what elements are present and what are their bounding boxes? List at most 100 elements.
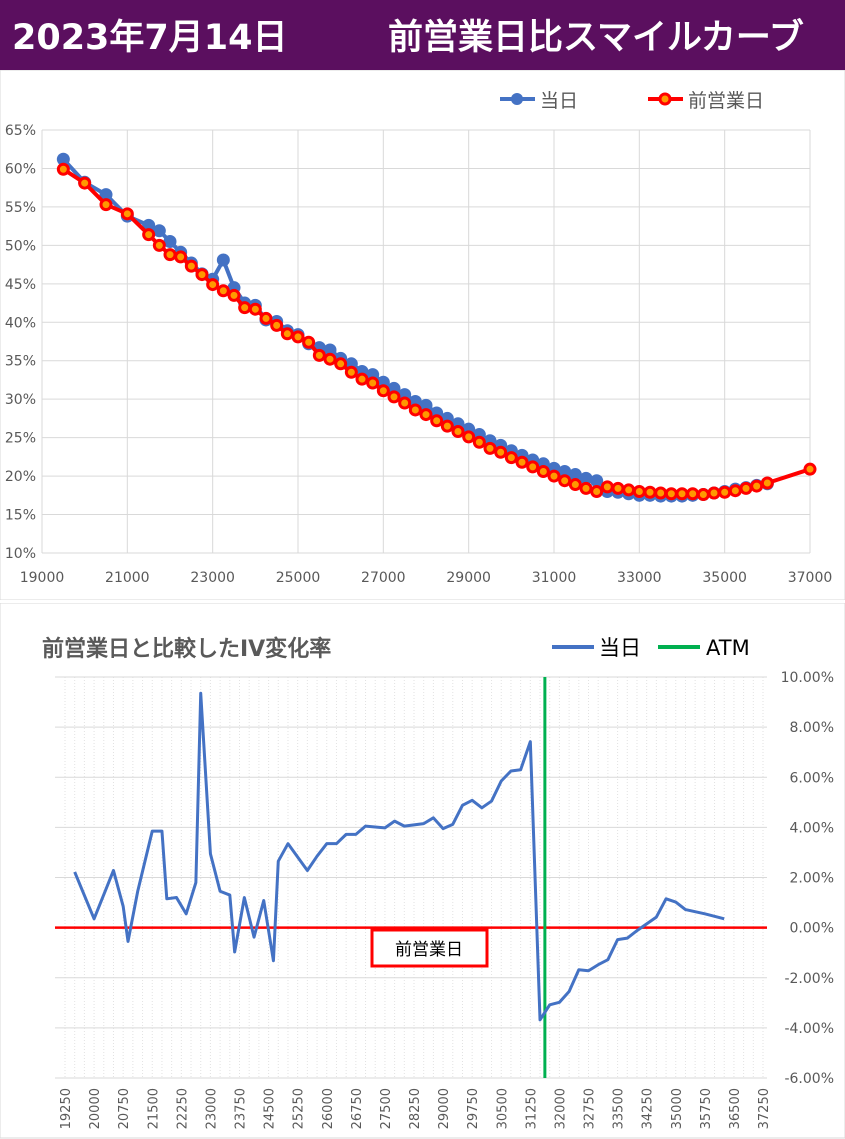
y-tick-label: 35% [5,354,36,370]
data-point-previous [568,478,582,492]
chart-title: 前営業日と比較したIV変化率 [42,636,331,662]
x-tick-label: 37000 [788,570,833,586]
y-tick-label: 2.00% [790,871,834,887]
legend: 当日 前営業日 [500,90,764,112]
data-point-previous [291,330,305,344]
data-point-previous [654,486,668,500]
data-point-today [152,224,166,238]
data-point-previous [494,445,508,459]
y-tick-label: 8.00% [790,720,834,736]
data-point-previous [99,198,113,212]
data-point-previous [366,376,380,390]
x-tick-label: 21500 [146,1088,161,1129]
y-tick-label: 55% [5,200,36,216]
data-point-previous [504,451,518,465]
data-point-previous [675,487,689,501]
x-tick-label: 23000 [190,570,235,586]
data-point-previous [312,348,326,362]
x-tick-label: 31250 [524,1088,539,1129]
data-point-today [163,235,177,249]
x-tick-label: 35000 [670,1088,685,1129]
legend-label-atm: ATM [706,636,750,660]
x-tick-label: 29000 [437,1088,452,1129]
data-point-previous [355,372,369,386]
data-point-previous [611,481,625,495]
x-tick-label: 25250 [292,1088,307,1129]
x-tick-label: 33000 [617,570,662,586]
data-point-previous [728,484,742,498]
data-point-previous [152,238,166,252]
previous-day-label-text: 前営業日 [395,940,463,960]
data-point-today [99,188,113,202]
data-point-previous [686,487,700,501]
data-point-previous [707,486,721,500]
chart-area [0,70,845,600]
x-tick-label: 20750 [117,1088,132,1129]
x-tick-label: 27500 [379,1088,394,1129]
legend-label-previous: 前営業日 [688,90,764,112]
data-point-previous [600,480,614,494]
data-point-previous [142,228,156,242]
data-point-previous [750,479,764,493]
previous-day-label: 前営業日 [370,928,489,968]
x-tick-label: 36500 [728,1088,743,1129]
legend-marker-today [511,93,523,105]
x-tick-label: 25000 [276,570,321,586]
series-line-today [73,691,725,1022]
data-point-previous [184,259,198,273]
x-tick-label: 23000 [204,1088,219,1129]
data-point-previous [387,390,401,404]
data-point-previous [440,419,454,433]
y-tick-label: 25% [5,431,36,447]
x-tick-label: 31000 [532,570,577,586]
x-tick-label: 21000 [105,570,150,586]
data-point-today [216,253,230,267]
y-tick-label: 40% [5,315,36,331]
data-point-previous [302,335,316,349]
data-point-previous [696,488,710,502]
data-point-previous [248,302,262,316]
x-tick-label: 35750 [699,1088,714,1129]
x-tick-label: 20000 [88,1088,103,1129]
data-point-previous [472,435,486,449]
y-tick-label: 20% [5,469,36,485]
header-bar: 2023年7月14日 前営業日比スマイルカーブ [0,0,845,70]
data-point-previous [344,365,358,379]
data-point-previous [739,481,753,495]
data-point-previous [547,469,561,483]
data-point-previous [174,250,188,264]
data-point-previous [462,430,476,444]
data-point-previous [408,403,422,417]
data-point-previous [376,384,390,398]
x-tick-label: 35000 [702,570,747,586]
x-tick-label: 29750 [466,1088,481,1129]
data-point-previous [643,485,657,499]
data-point-previous [56,162,70,176]
data-point-today [590,474,604,488]
data-point-previous [195,268,209,282]
data-point-previous [398,396,412,410]
x-tick-label: 33500 [612,1088,627,1129]
data-point-previous [515,455,529,469]
data-point-previous [558,474,572,488]
data-point-previous [664,487,678,501]
y-tick-label: 30% [5,392,36,408]
data-point-previous [430,414,444,428]
x-tick-label: 26750 [350,1088,365,1129]
chart-area [0,603,845,1139]
data-point-previous [280,327,294,341]
data-point-previous [238,301,252,315]
y-tick-label: 0.00% [790,921,834,937]
header-title: 前営業日比スマイルカーブ [388,18,804,58]
data-point-previous [579,481,593,495]
y-tick-label: 65% [5,123,36,139]
y-tick-label: -6.00% [784,1071,834,1087]
y-tick-label: 50% [5,238,36,254]
data-point-previous [622,483,636,497]
data-point-previous [163,248,177,262]
previous-day-label-box [370,928,489,968]
y-tick-label: 4.00% [790,820,834,836]
data-point-today [56,152,70,166]
legend: 当日 ATM [552,636,750,660]
x-tick-label: 19250 [59,1088,74,1129]
